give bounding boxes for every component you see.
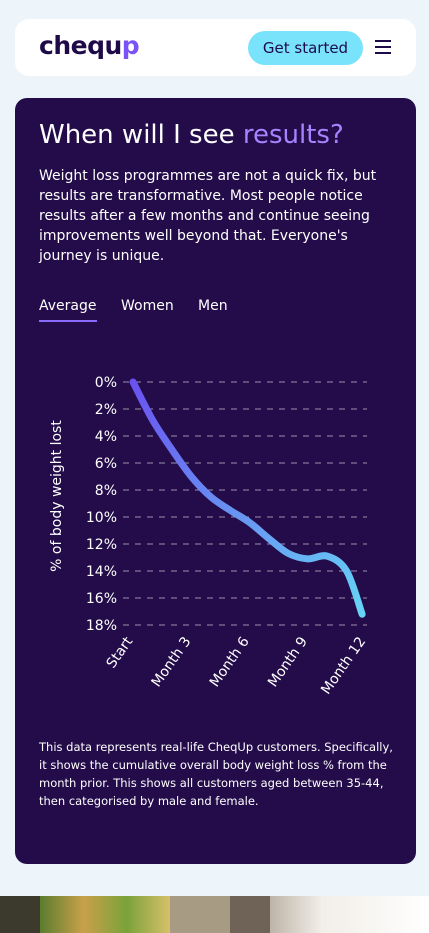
results-intro: Weight loss programmes are not a quick f…: [39, 168, 377, 264]
y-tick-label: 10%: [86, 510, 117, 526]
weight-loss-chart: 0% 2% 4% 6% 8% 10% 12% 14% 16% 18% Start Month 3 Mo…: [49, 375, 369, 697]
lifestyle-photo: [0, 896, 429, 933]
tab-women[interactable]: Women: [121, 298, 174, 320]
photo-window: [40, 896, 170, 933]
y-tick-label: 0%: [95, 375, 117, 391]
title-highlight: results?: [242, 120, 344, 150]
photo-wall: [170, 896, 230, 933]
y-tick-label: 16%: [86, 591, 117, 607]
x-tick-label: Month 12: [318, 634, 369, 697]
title-main: When will I see: [39, 120, 243, 150]
x-tick-label: Month 6: [207, 634, 253, 690]
y-tick-label: 14%: [86, 564, 117, 580]
y-tick-label: 12%: [86, 537, 117, 553]
get-started-button[interactable]: Get started: [248, 31, 363, 65]
photo-frame: [230, 896, 270, 933]
logo-text: chequ: [39, 31, 122, 60]
y-tick-label: 8%: [95, 483, 117, 499]
x-tick-label: Month 9: [265, 634, 311, 690]
y-tick-label: 18%: [86, 618, 117, 634]
tab-men[interactable]: Men: [198, 298, 228, 320]
x-tick-label: Start: [104, 634, 137, 672]
tab-average[interactable]: Average: [39, 298, 97, 322]
logo-accent-text: p: [121, 31, 140, 60]
y-tick-label: 4%: [95, 429, 117, 445]
data-note: This data represents real-life CheqUp cu…: [39, 740, 393, 808]
y-axis-label: % of body weight lost: [49, 420, 65, 572]
results-card: When will I see results? Weight loss pro…: [15, 98, 416, 864]
results-title: When will I see results?: [39, 120, 344, 150]
photo-shadow: [0, 896, 40, 933]
y-tick-label: 2%: [95, 402, 117, 418]
chequp-logo[interactable]: chequp: [39, 31, 140, 60]
series-line: [129, 378, 366, 618]
hamburger-menu-icon[interactable]: [373, 39, 393, 55]
site-header: chequp Get started: [15, 19, 416, 76]
x-tick-label: Month 3: [149, 634, 195, 690]
y-tick-label: 6%: [95, 456, 117, 472]
